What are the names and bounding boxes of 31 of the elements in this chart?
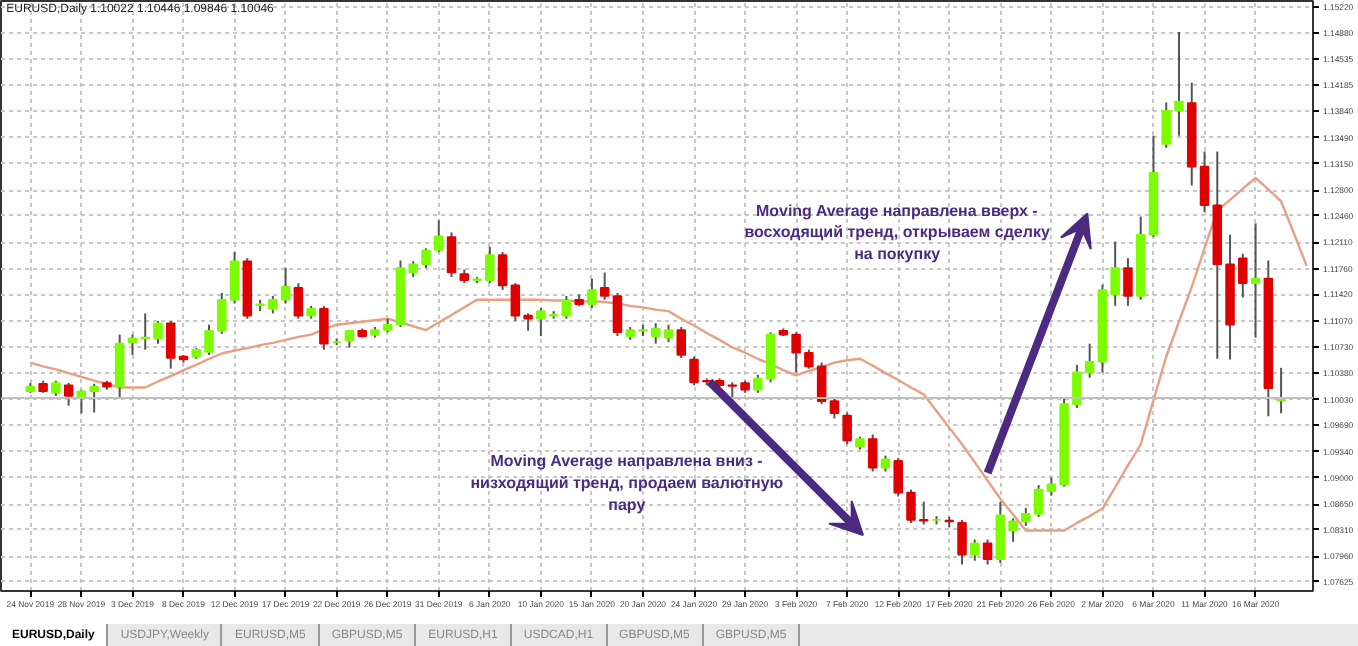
candlestick (982, 538, 993, 566)
candlestick (229, 251, 240, 305)
candlestick (421, 247, 431, 270)
candlestick (1250, 222, 1261, 339)
candlestick (867, 433, 878, 473)
candlestick (434, 219, 444, 254)
candlestick (842, 411, 852, 446)
line-series (29, 176, 1308, 532)
candlestick (446, 231, 457, 279)
candlestick (970, 538, 980, 562)
candlestick (280, 267, 291, 305)
annotation: Moving Average направлена вниз - низходящий тренд, продаем валютную пару (470, 452, 784, 514)
candlestick (957, 518, 967, 566)
candlestick (63, 381, 74, 407)
candlestick (829, 396, 840, 420)
candlestick (1123, 257, 1133, 307)
candlestick (676, 326, 687, 360)
candlestick (293, 282, 304, 320)
candlestick (1033, 484, 1044, 518)
candlestick (497, 251, 508, 291)
candlestick (599, 271, 610, 301)
candlestick (1046, 476, 1057, 497)
candlestick (319, 304, 329, 351)
candlestick (89, 382, 99, 414)
candlestick (587, 277, 597, 310)
candlestick (561, 295, 572, 320)
annotation: Moving Average направлена вверх - восходящий тренд, открываем сделку на покупку (744, 201, 1051, 263)
candlestick (127, 333, 138, 356)
candlestick (114, 333, 125, 399)
candlestick (165, 319, 176, 370)
candlestick (612, 291, 623, 338)
